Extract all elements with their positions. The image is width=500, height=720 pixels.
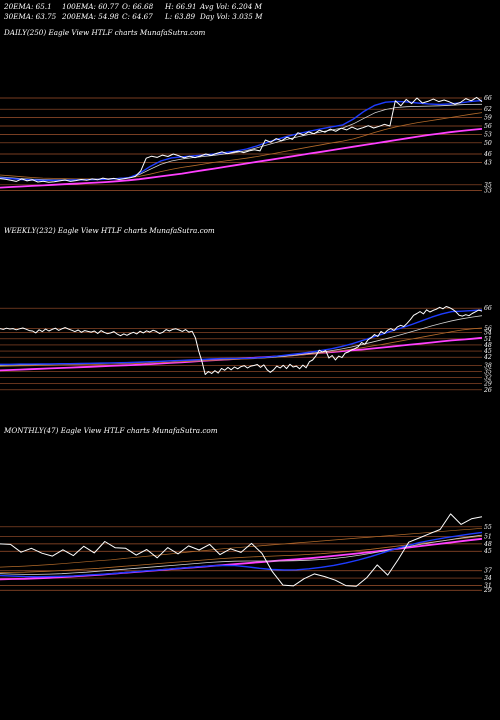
header-ema20: 20EMA: 65.1	[4, 2, 52, 11]
header-ema200: 200EMA: 54.98	[62, 12, 119, 21]
monthly-price-label: 55	[484, 524, 492, 531]
monthly-price-label: 37	[484, 568, 492, 575]
weekly-price-label: 38	[484, 362, 492, 369]
monthly-chart-title: MONTHLY(47) Eagle View HTLF charts Munaf…	[4, 426, 218, 435]
header-low: L: 63.89	[165, 12, 196, 21]
daily-price-points-line	[0, 96, 483, 183]
header-avg-vol: Avg Vol: 6.204 M	[200, 2, 262, 11]
header-high: H: 66.91	[165, 2, 197, 11]
weekly-price-label: 32	[484, 375, 492, 382]
monthly-price-label: 48	[483, 541, 492, 548]
monthly-ema-extra-line	[0, 527, 483, 568]
daily-price-label: 59	[484, 115, 492, 122]
header-open: O: 66.68	[122, 2, 154, 11]
daily-price-label: 66	[484, 95, 492, 102]
daily-price-label: 46	[483, 151, 492, 158]
daily-price-label: 43	[483, 159, 492, 166]
daily-ema-brown-line	[0, 112, 483, 180]
weekly-price-label: 26	[483, 387, 492, 394]
weekly-price-label: 48	[483, 342, 492, 349]
daily-price-label: 62	[484, 106, 492, 113]
monthly-price-label: 51	[484, 534, 492, 541]
daily-chart-title: DAILY(250) Eagle View HTLF charts Munafa…	[4, 28, 206, 37]
daily-price-label: 35	[484, 182, 492, 189]
daily-price-label: 53	[484, 131, 492, 138]
weekly-price-label: 45	[483, 348, 492, 355]
weekly-ema-fast-line	[0, 309, 483, 365]
weekly-price-points-line	[0, 306, 483, 375]
weekly-price-label: 56	[484, 326, 492, 333]
header-ema100: 100EMA: 60.77	[62, 2, 119, 11]
weekly-price-label: 29	[483, 381, 492, 388]
monthly-price-label: 45	[483, 548, 492, 555]
daily-ema-mid-line	[0, 103, 483, 181]
header-day-vol: Day Vol: 3.035 M	[200, 12, 263, 21]
monthly-price-points-line	[0, 513, 483, 587]
daily-price-label: 50	[484, 140, 492, 147]
daily-price-label: 56	[484, 123, 492, 130]
weekly-ema-brown-line	[0, 327, 483, 367]
daily-price-label: 33	[484, 187, 492, 194]
daily-ema-fast-line	[0, 99, 483, 182]
weekly-chart-title: WEEKLY(232) Eagle View HTLF charts Munaf…	[4, 226, 215, 235]
header-ema30: 30EMA: 63.75	[4, 12, 57, 21]
weekly-price-label: 42	[483, 354, 492, 361]
daily-ema-slow-line	[0, 128, 483, 189]
weekly-price-label: 54	[484, 330, 492, 337]
weekly-price-label: 66	[484, 305, 492, 312]
weekly-price-label: 35	[484, 368, 492, 375]
monthly-price-label: 29	[483, 587, 492, 594]
monthly-ema-fast-line	[0, 531, 483, 578]
monthly-price-label: 31	[484, 582, 492, 589]
weekly-price-label: 51	[484, 336, 492, 343]
monthly-ema-brown-line	[0, 535, 483, 574]
header-close: C: 64.67	[122, 12, 153, 21]
monthly-price-label: 34	[484, 575, 492, 582]
